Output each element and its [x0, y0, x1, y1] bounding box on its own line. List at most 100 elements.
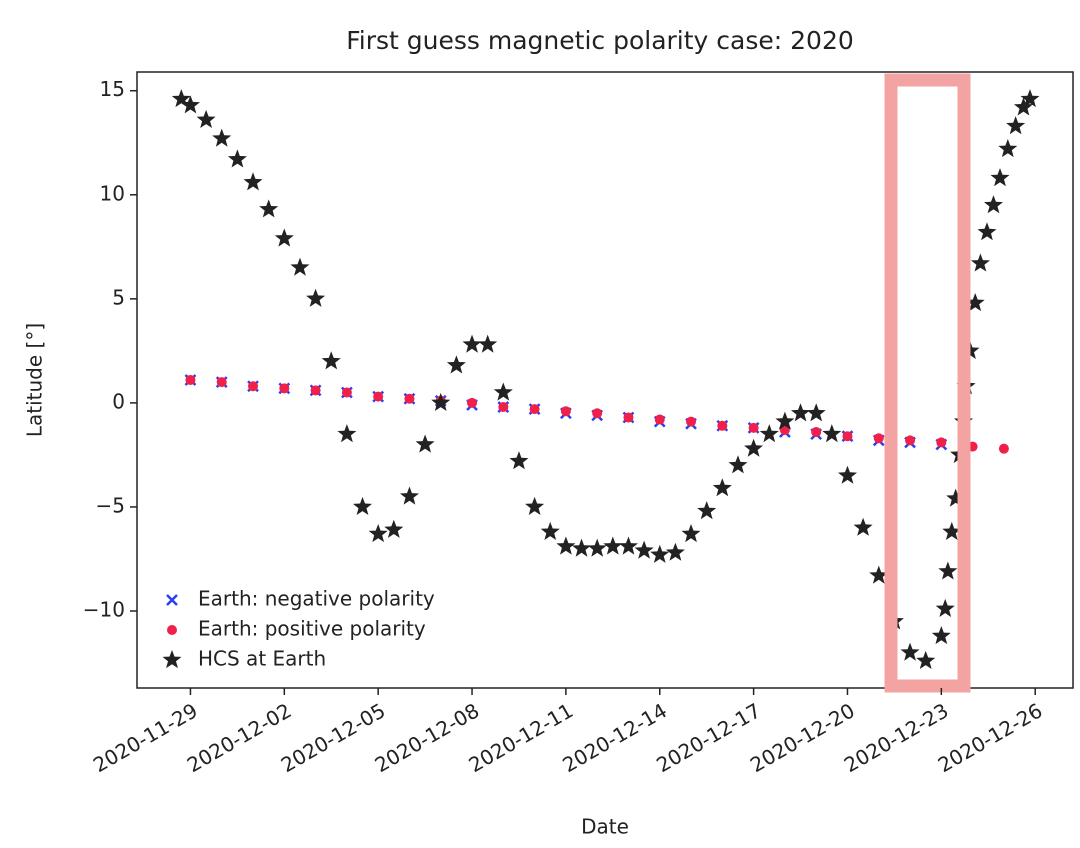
star-marker — [970, 253, 990, 272]
dot-marker — [936, 437, 947, 448]
y-tick-label: 15 — [100, 77, 125, 101]
star-marker — [1006, 116, 1026, 135]
star-marker — [938, 561, 958, 580]
star-marker — [775, 411, 795, 430]
star-marker — [525, 496, 545, 515]
star-marker — [900, 642, 920, 661]
star-marker — [853, 517, 873, 536]
legend-label: Earth: positive polarity — [198, 617, 426, 641]
star-marker — [162, 650, 182, 669]
star-marker — [290, 257, 310, 276]
dot-marker — [842, 431, 853, 442]
star-marker — [791, 403, 811, 422]
star-marker — [665, 542, 685, 561]
star-marker — [509, 451, 529, 470]
dot-marker — [811, 427, 822, 438]
dot-marker — [998, 443, 1009, 454]
dot-marker — [341, 387, 352, 398]
dot-marker — [873, 433, 884, 444]
star-marker — [806, 403, 826, 422]
y-tick-label: 10 — [100, 181, 125, 205]
star-marker — [431, 392, 451, 411]
star-marker — [942, 521, 962, 540]
dot-marker — [529, 404, 540, 415]
star-marker — [931, 626, 951, 645]
highlight-box — [884, 73, 971, 693]
star-marker — [634, 540, 654, 559]
star-marker — [838, 465, 857, 484]
x-axis-label: Date — [581, 815, 629, 839]
star-marker — [540, 521, 560, 540]
star-marker — [869, 565, 889, 584]
dot-marker — [216, 377, 227, 388]
star-marker — [587, 538, 607, 557]
chart-title: First guess magnetic polarity case: 2020 — [346, 26, 854, 55]
star-marker — [916, 650, 936, 669]
y-tick-label: −5 — [96, 493, 125, 517]
star-marker — [353, 496, 372, 515]
legend-box — [150, 580, 500, 684]
star-marker — [990, 168, 1010, 187]
dot-marker — [592, 408, 603, 419]
star-marker — [259, 199, 279, 218]
star-marker — [196, 109, 216, 128]
star-marker — [759, 424, 779, 443]
star-marker — [998, 139, 1018, 158]
dot-marker — [373, 391, 384, 402]
star-marker — [171, 89, 191, 108]
star-marker — [180, 95, 200, 114]
dot-marker — [560, 406, 571, 417]
star-marker — [446, 355, 466, 374]
dot-marker — [467, 397, 478, 408]
dot-marker — [748, 422, 759, 433]
star-marker — [337, 424, 357, 443]
star-marker — [306, 288, 326, 307]
star-marker — [822, 424, 842, 443]
star-marker — [728, 455, 748, 474]
star-marker — [650, 544, 670, 563]
plot — [171, 89, 1040, 669]
star-marker — [493, 382, 513, 401]
star-marker — [321, 351, 341, 370]
star-marker — [415, 434, 435, 453]
y-tick-label: 0 — [112, 389, 125, 413]
plot-frame — [136, 71, 1074, 689]
x-marker — [166, 594, 178, 606]
star-marker — [212, 128, 232, 147]
dot-marker — [686, 416, 697, 427]
dot-marker — [654, 414, 665, 425]
dot-marker — [279, 383, 290, 394]
star-marker — [227, 149, 247, 168]
star-marker — [619, 536, 638, 555]
star-marker — [572, 538, 591, 557]
dot-marker — [623, 412, 634, 423]
star-marker — [681, 524, 701, 543]
dot-marker — [310, 385, 321, 396]
star-marker — [965, 293, 985, 312]
star-marker — [935, 598, 955, 617]
y-tick-label: −10 — [83, 598, 125, 622]
star-marker — [1020, 89, 1040, 108]
dot-marker — [185, 375, 196, 385]
star-marker — [274, 228, 294, 247]
star-marker — [462, 334, 482, 353]
dot-marker — [248, 381, 259, 392]
star-marker — [556, 536, 576, 555]
y-axis-label: Latitude [°] — [23, 323, 47, 437]
star-marker — [946, 488, 966, 507]
star-marker — [243, 172, 263, 191]
star-marker — [712, 478, 732, 497]
legend-label: HCS at Earth — [198, 647, 326, 671]
dot-marker — [905, 435, 916, 446]
star-marker — [697, 501, 717, 520]
star-marker — [984, 195, 1003, 214]
star-marker — [368, 524, 388, 543]
dot-marker — [717, 420, 728, 431]
star-marker — [977, 222, 997, 241]
legend-label: Earth: negative polarity — [198, 587, 435, 611]
star-marker — [603, 536, 623, 555]
y-tick-label: 5 — [112, 285, 125, 309]
star-marker — [478, 334, 498, 353]
